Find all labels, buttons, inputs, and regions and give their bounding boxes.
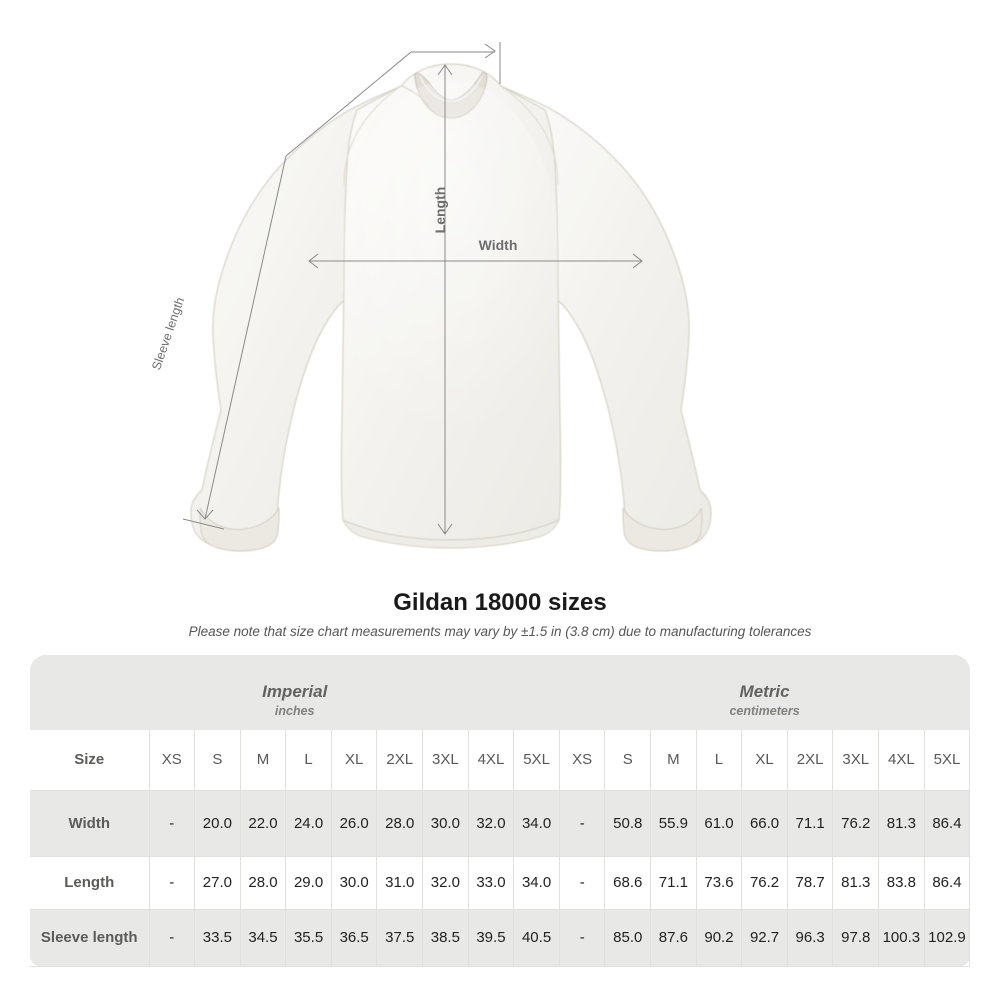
svg-text:Width: Width xyxy=(479,237,518,253)
svg-text:Length: Length xyxy=(432,187,448,234)
svg-text:Sleeve length: Sleeve length xyxy=(149,296,187,372)
